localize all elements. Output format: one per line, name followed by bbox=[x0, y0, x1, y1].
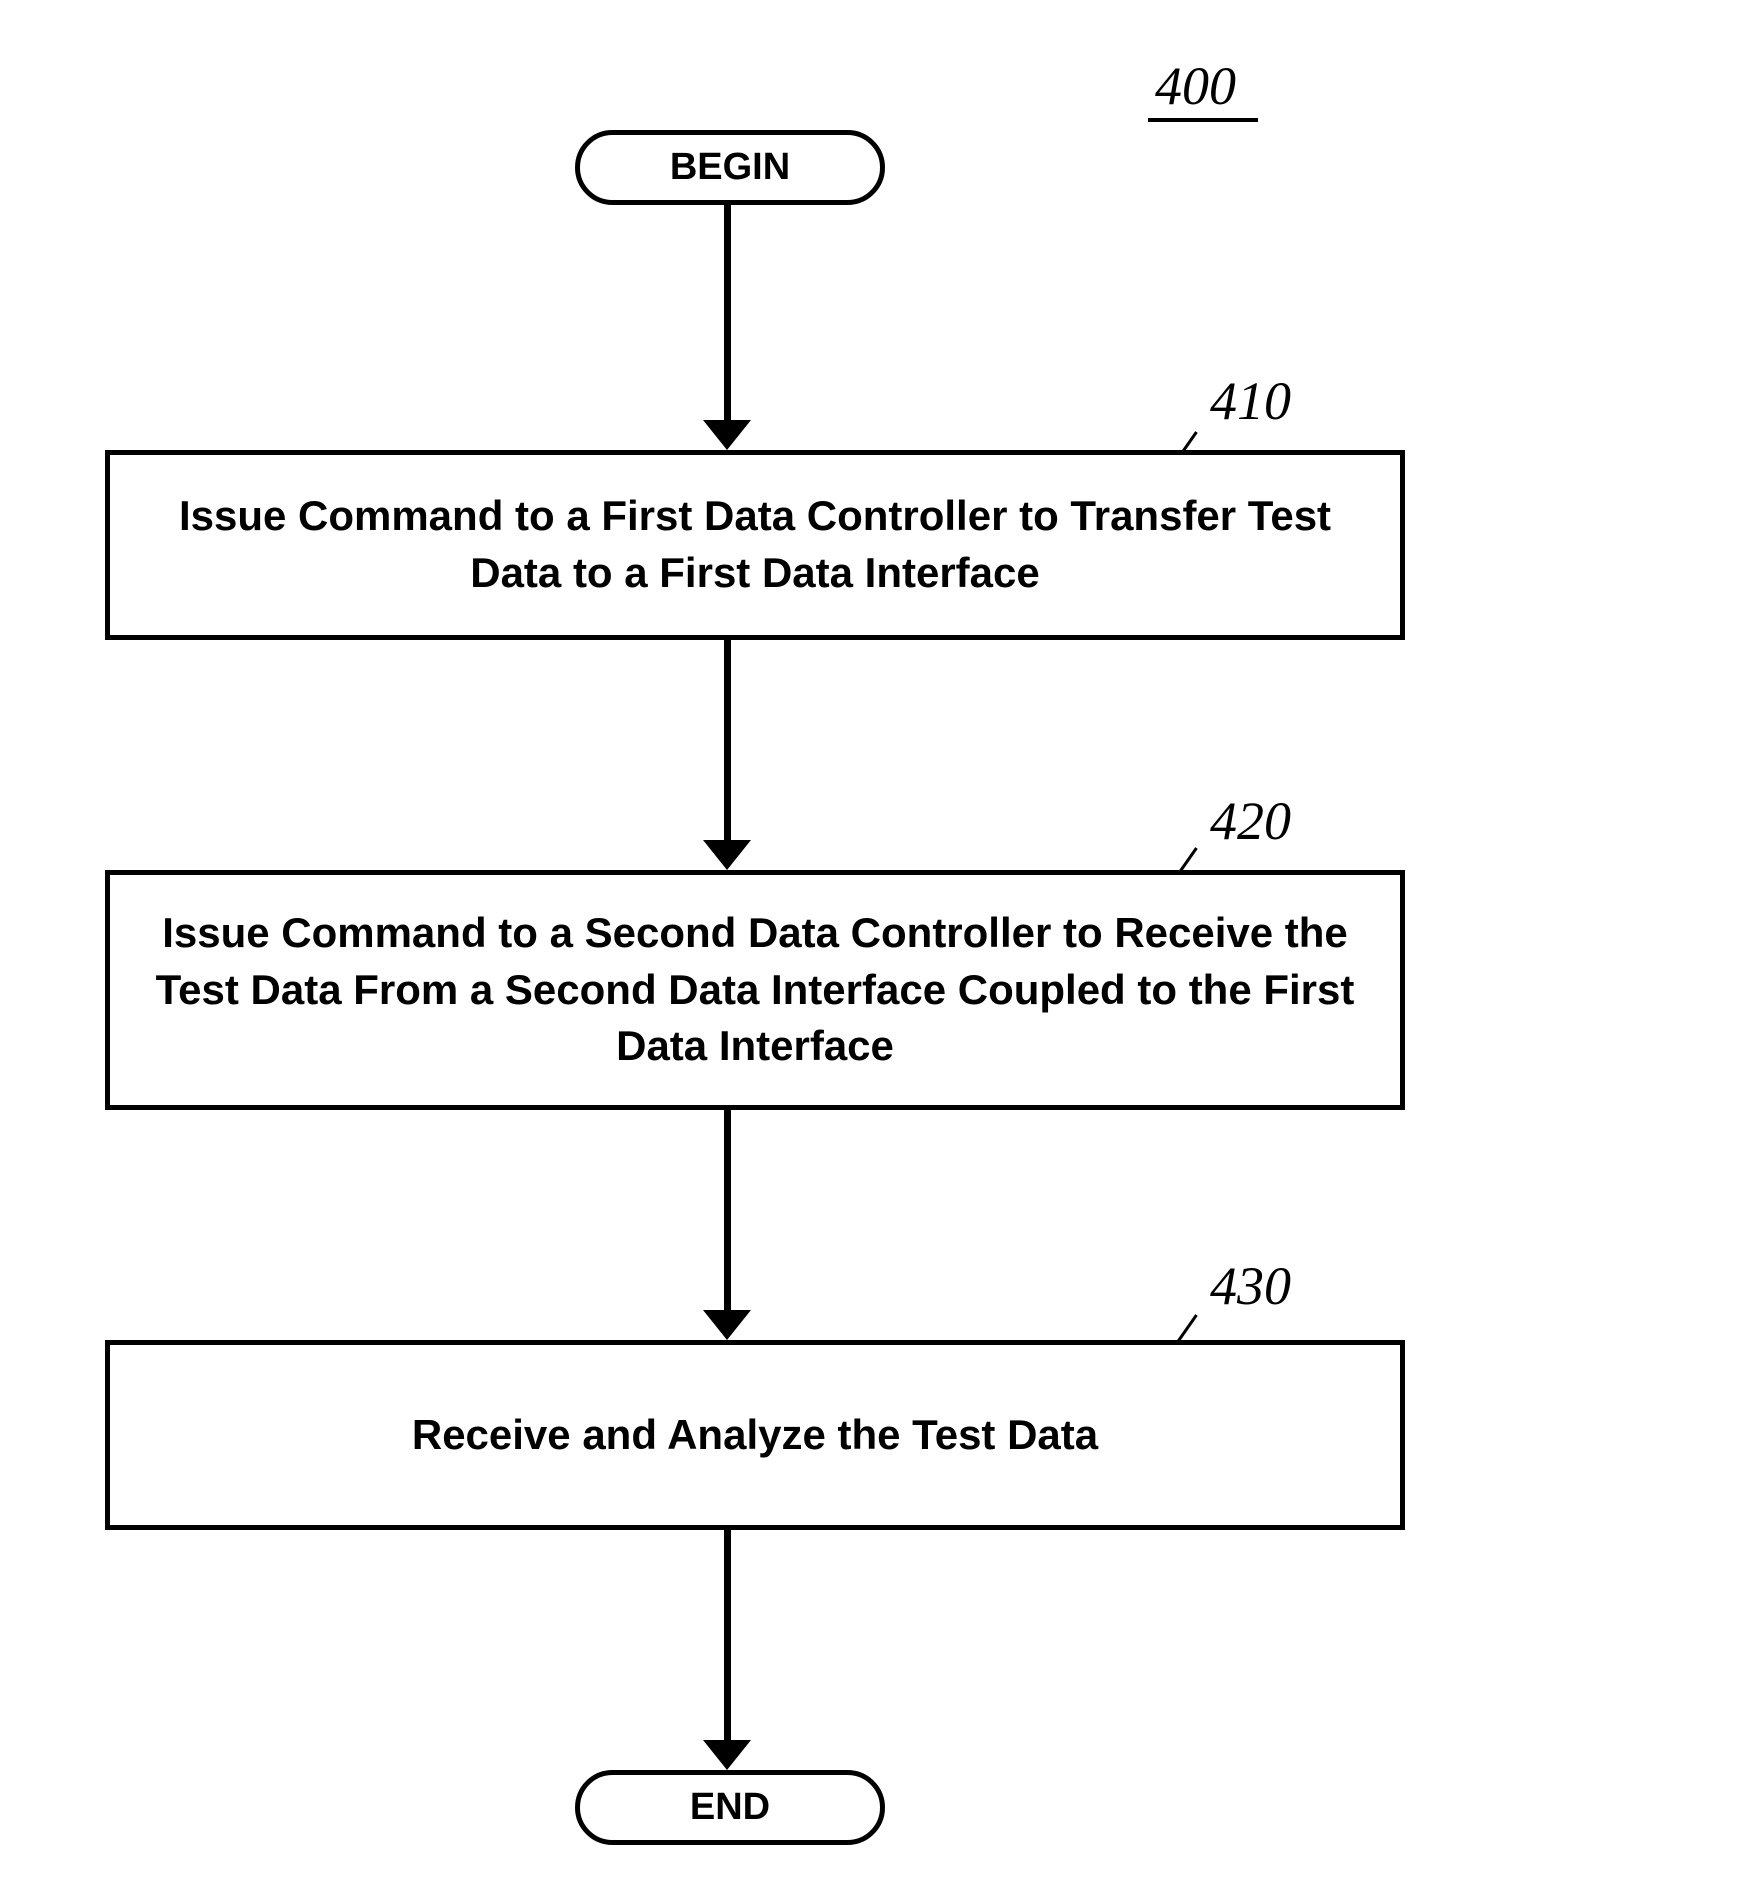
step1-process: Issue Command to a First Data Controller… bbox=[105, 450, 1405, 640]
flowchart-container: 400 BEGIN 410 Issue Command to a First D… bbox=[0, 0, 1750, 1891]
step1-label: Issue Command to a First Data Controller… bbox=[150, 488, 1360, 601]
diagram-ref-text: 400 bbox=[1155, 56, 1236, 116]
step2-label: Issue Command to a Second Data Controlle… bbox=[150, 905, 1360, 1075]
arrow-2-head bbox=[703, 840, 751, 870]
step2-ref-label: 420 bbox=[1210, 790, 1291, 852]
begin-terminal: BEGIN bbox=[575, 130, 885, 205]
step1-ref-label: 410 bbox=[1210, 370, 1291, 432]
begin-label: BEGIN bbox=[670, 146, 790, 189]
step2-process: Issue Command to a Second Data Controlle… bbox=[105, 870, 1405, 1110]
step3-ref-text: 430 bbox=[1210, 1256, 1291, 1316]
step3-label: Receive and Analyze the Test Data bbox=[412, 1407, 1098, 1464]
diagram-ref-label: 400 bbox=[1155, 55, 1236, 117]
end-label: END bbox=[690, 1786, 770, 1829]
arrow-4-head bbox=[703, 1740, 751, 1770]
end-terminal: END bbox=[575, 1770, 885, 1845]
step2-ref-text: 420 bbox=[1210, 791, 1291, 851]
step1-ref-text: 410 bbox=[1210, 371, 1291, 431]
arrow-2-line bbox=[724, 640, 731, 845]
step3-ref-label: 430 bbox=[1210, 1255, 1291, 1317]
arrow-3-line bbox=[724, 1110, 731, 1315]
arrow-1-head bbox=[703, 420, 751, 450]
diagram-ref-underline bbox=[1148, 118, 1258, 122]
arrow-3-head bbox=[703, 1310, 751, 1340]
step3-process: Receive and Analyze the Test Data bbox=[105, 1340, 1405, 1530]
arrow-1-line bbox=[724, 205, 731, 425]
arrow-4-line bbox=[724, 1530, 731, 1745]
